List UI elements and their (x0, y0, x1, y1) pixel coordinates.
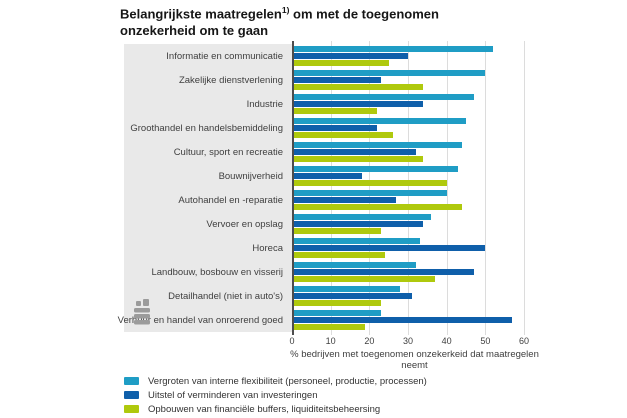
bar (292, 156, 424, 162)
bar-group (292, 140, 537, 164)
plot-area (292, 41, 537, 335)
bar (292, 142, 463, 148)
bar (292, 276, 436, 282)
x-tick-label: 20 (364, 336, 375, 346)
legend-label: Opbouwen van financiële buffers, liquidi… (148, 403, 381, 415)
bar-group (292, 212, 537, 236)
x-tick-label: 60 (518, 336, 529, 346)
page-title: Belangrijkste maatregelen1) om met de to… (120, 5, 560, 40)
legend-item: Opbouwen van financiële buffers, liquidi… (124, 403, 427, 415)
legend-swatch (124, 377, 139, 385)
bar (292, 166, 459, 172)
bar (292, 149, 416, 155)
bar (292, 70, 486, 76)
bar (292, 173, 362, 179)
bar (292, 228, 381, 234)
title-line1-part2: om met de toegenomen (289, 6, 439, 22)
bar (292, 53, 408, 59)
bar (292, 245, 486, 251)
category-label: Landbouw, bosbouw en visserij (151, 266, 283, 278)
category-label: Cultuur, sport en recreatie (173, 146, 283, 158)
y-axis-line (292, 41, 294, 335)
bar (292, 94, 474, 100)
category-label: Autohandel en -reparatie (178, 194, 283, 206)
bar (292, 293, 412, 299)
bar (292, 60, 389, 66)
legend-swatch (124, 405, 139, 413)
x-tick-label: 10 (325, 336, 336, 346)
bar (292, 310, 381, 316)
legend-item: Vergroten van interne flexibiliteit (per… (124, 375, 427, 387)
x-tick-label: 30 (402, 336, 413, 346)
bar (292, 132, 393, 138)
category-label: Zakelijke dienstverlening (178, 74, 283, 86)
bar (292, 317, 513, 323)
title-line1-part1: Belangrijkste maatregelen (120, 6, 282, 22)
category-label: Horeca (252, 242, 283, 254)
bar (292, 269, 474, 275)
legend-item: Uitstel of verminderen van investeringen (124, 389, 427, 401)
gridline (524, 41, 525, 335)
x-tick-label: 50 (480, 336, 491, 346)
title-line2: onzekerheid om te gaan (120, 23, 269, 39)
bar (292, 125, 378, 131)
bar-group (292, 164, 537, 188)
bar (292, 77, 381, 83)
bar (292, 101, 424, 107)
bar-group (292, 284, 537, 308)
bar (292, 286, 401, 292)
category-labels: Informatie en communicatie Zakelijke dien… (117, 44, 292, 332)
bar (292, 118, 466, 124)
bar-group (292, 188, 537, 212)
category-label: Verhuur en handel van onroerend goed (117, 314, 283, 326)
legend-label: Uitstel of verminderen van investeringen (148, 389, 318, 401)
bar (292, 324, 366, 330)
bar (292, 300, 381, 306)
category-label: Industrie (246, 98, 283, 110)
category-label: Informatie en communicatie (166, 50, 283, 62)
legend: Vergroten van interne flexibiliteit (per… (124, 375, 427, 415)
category-label: Groothandel en handelsbemiddeling (130, 122, 283, 134)
title-footnote-marker: 1) (281, 5, 290, 15)
bar (292, 252, 385, 258)
bar (292, 221, 424, 227)
x-axis-label: % bedrijven met toegenomen onzekerkeid d… (290, 349, 539, 371)
bar (292, 180, 447, 186)
gridline (446, 41, 448, 335)
bar-chart: Informatie en communicatie Zakelijke dien… (117, 41, 537, 335)
bar-group (292, 92, 537, 116)
bar (292, 197, 397, 203)
bar (292, 262, 416, 268)
gridline (485, 41, 487, 335)
bar (292, 238, 420, 244)
bar-group (292, 116, 537, 140)
category-label: Vervoer en opslag (206, 218, 283, 230)
cbs-logo-icon (133, 299, 153, 331)
category-label: Detailhandel (niet in auto's) (168, 290, 283, 302)
category-label: Bouwnijverheid (218, 170, 283, 182)
bar (292, 108, 378, 114)
bar (292, 204, 463, 210)
bar-group (292, 308, 537, 332)
bar (292, 84, 424, 90)
x-tick-label: 0 (289, 336, 295, 346)
bar-group (292, 68, 537, 92)
legend-swatch (124, 391, 139, 399)
bar-group (292, 260, 537, 284)
bar-group (292, 236, 537, 260)
bar (292, 190, 447, 196)
bar (292, 214, 432, 220)
bar (292, 46, 494, 52)
gridline (369, 41, 371, 335)
x-axis-ticks: 0 10 20 30 40 50 60 (289, 336, 537, 346)
x-tick-label: 40 (441, 336, 452, 346)
legend-label: Vergroten van interne flexibiliteit (per… (148, 375, 427, 387)
gridline (408, 41, 409, 335)
bar-group (292, 44, 537, 68)
gridline (330, 41, 332, 335)
